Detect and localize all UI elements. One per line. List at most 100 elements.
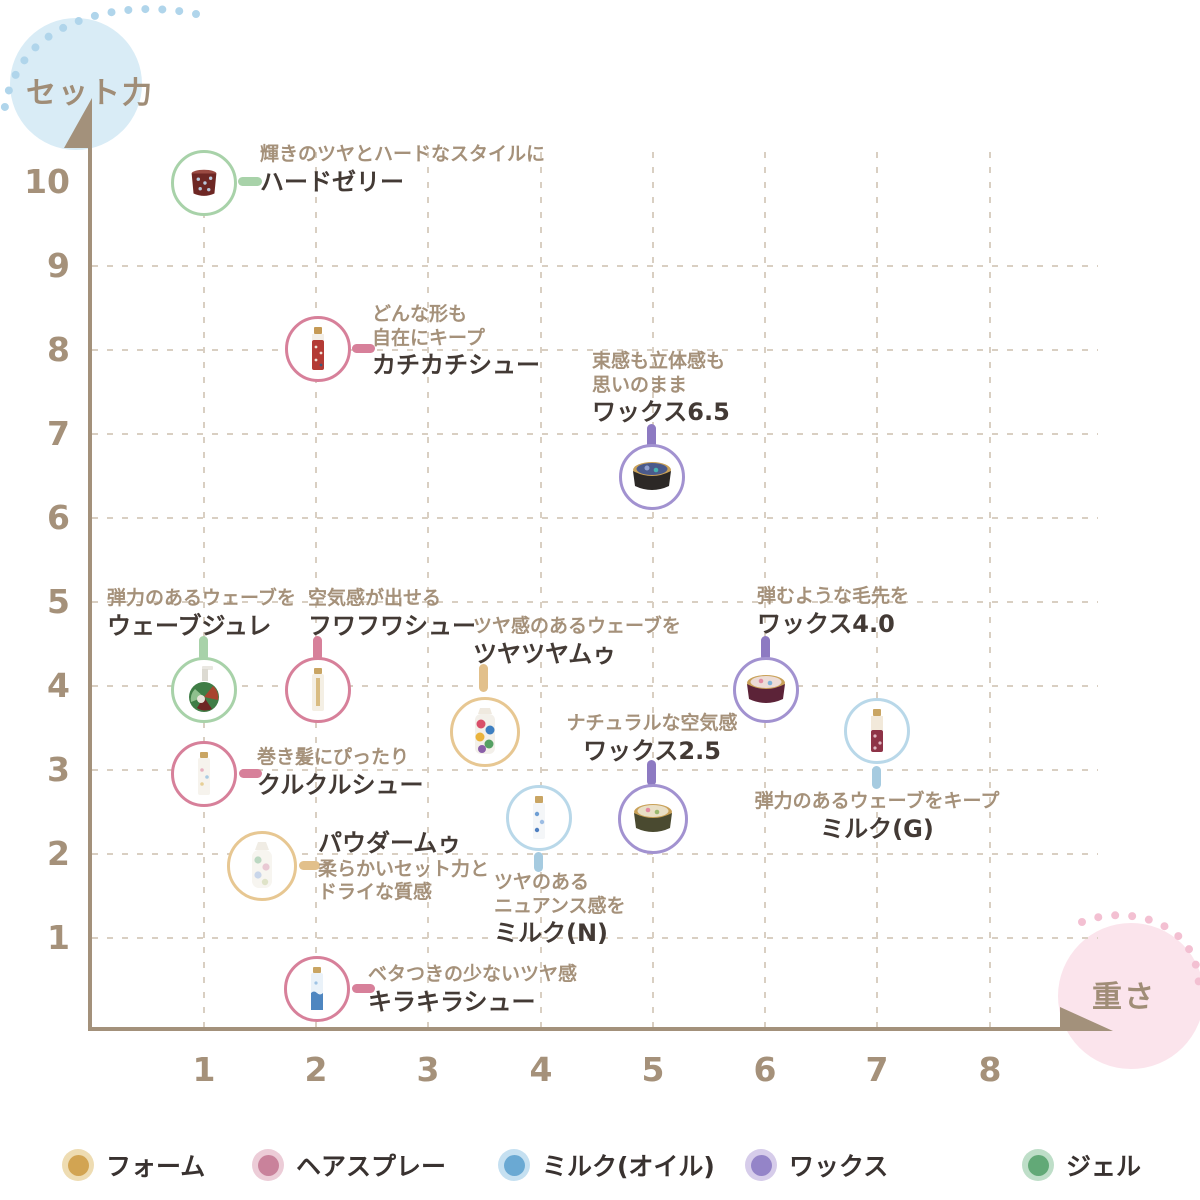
- connector-milk-n: [534, 852, 543, 872]
- product-point-wax25[interactable]: [618, 784, 688, 854]
- product-point-milk-n[interactable]: [506, 785, 572, 851]
- product-name: ツヤツヤムゥ: [473, 639, 617, 668]
- connector-wax65: [647, 424, 656, 449]
- product-image-powder-bottle-icon: [252, 842, 272, 888]
- pink-dotted-arc: [1078, 911, 1200, 990]
- legend-label: ジェル: [1066, 1152, 1142, 1181]
- y-tick-6: 6: [47, 498, 70, 537]
- label-kurukuru: 巻き髪にぴったり クルクルシュー: [257, 746, 424, 799]
- blue-dotted-arc: [0, 5, 200, 120]
- product-image-wax40-tin-icon: [747, 675, 785, 703]
- product-image-kachikachi-spray-icon: [312, 327, 324, 370]
- x-axis-decor-circle: [1058, 923, 1200, 1069]
- wax-dot-icon: [745, 1149, 777, 1181]
- product-name: ワックス6.5: [592, 398, 730, 427]
- product-desc: 空気感が出せる: [308, 587, 442, 609]
- y-tick-2: 2: [47, 834, 70, 873]
- legend-item-gel: ジェル: [1022, 1147, 1141, 1183]
- y-tick-5: 5: [47, 582, 70, 621]
- product-image-wax25-tin-icon: [634, 804, 672, 832]
- y-axis-title: セット力: [26, 76, 154, 111]
- connector-kachikachi: [352, 344, 375, 353]
- product-point-milk-g[interactable]: [844, 698, 910, 764]
- label-kachikachi: どんな形も 自在にキープ カチカチシュー: [372, 303, 540, 380]
- y-axis-arrow-icon: [64, 98, 92, 148]
- x-tick-4: 4: [529, 1050, 553, 1089]
- product-name: ミルク(N): [494, 919, 609, 948]
- product-name: ハードゼリー: [260, 167, 404, 196]
- connector-wave-jelly: [199, 636, 208, 661]
- x-tick-3: 3: [416, 1050, 440, 1089]
- connector-kurukuru: [239, 769, 262, 778]
- product-point-wax65[interactable]: [619, 444, 685, 510]
- product-desc: ベタつきの少ないツヤ感: [368, 963, 578, 985]
- connector-wax25: [647, 760, 656, 786]
- product-image-fuwafuwa-spray-icon: [312, 668, 324, 711]
- product-desc: 弾力のあるウェーブを: [107, 587, 296, 609]
- label-wax25: ナチュラルな空気感 ワックス2.5: [552, 712, 752, 765]
- product-point-fuwafuwa[interactable]: [285, 657, 351, 723]
- product-image-kirakira-spray-icon: [311, 967, 323, 1010]
- label-wave-jelly: 弾力のあるウェーブを ウェーブジュレ: [107, 587, 296, 640]
- product-point-wave-jelly[interactable]: [171, 657, 237, 723]
- product-desc: ツヤのある ニュアンス感を: [494, 871, 626, 917]
- product-image-hard-jelly-jar-icon: [191, 169, 217, 196]
- legend-item-foam: フォーム: [62, 1147, 205, 1183]
- legend-label: ヘアスプレー: [296, 1152, 447, 1181]
- legend-item-milk-oil: ミルク(オイル): [498, 1147, 715, 1183]
- product-desc: ツヤ感のあるウェーブを: [473, 615, 681, 637]
- product-point-kachikachi[interactable]: [285, 316, 351, 382]
- product-point-kurukuru[interactable]: [171, 741, 237, 807]
- product-desc: 巻き髪にぴったり: [257, 746, 410, 768]
- product-name: フワフワシュー: [308, 611, 476, 640]
- milk-oil-dot-icon: [498, 1149, 530, 1181]
- y-axis-line: [88, 130, 92, 1031]
- legend-label: ワックス: [789, 1152, 889, 1181]
- gel-dot-icon: [1022, 1149, 1054, 1181]
- product-point-tsuyatsuya[interactable]: [450, 697, 520, 767]
- label-tsuyatsuya: ツヤ感のあるウェーブを ツヤツヤムゥ: [473, 615, 681, 668]
- label-milk-g: 弾力のあるウェーブをキープ ミルク(G): [752, 790, 1002, 843]
- product-image-milk-n-bottle-icon: [533, 796, 545, 839]
- product-name: キラキラシュー: [368, 987, 536, 1016]
- product-desc: 柔らかいセット力と ドライな質感: [318, 857, 490, 904]
- product-image-wax65-tin-icon: [633, 462, 671, 490]
- y-tick-1: 1: [47, 918, 70, 957]
- connector-fuwafuwa: [313, 636, 322, 661]
- label-fuwafuwa: 空気感が出せる フワフワシュー: [308, 587, 476, 640]
- product-desc: 束感も立体感も 思いのまま: [592, 350, 726, 396]
- connector-powder: [299, 861, 320, 870]
- label-hard-jelly: 輝きのツヤとハードなスタイルに ハードゼリー: [260, 143, 545, 196]
- hairspray-dot-icon: [252, 1149, 284, 1181]
- product-name: クルクルシュー: [257, 770, 424, 799]
- product-name: ワックス2.5: [583, 736, 721, 765]
- connector-kirakira: [352, 984, 375, 993]
- product-point-hard-jelly[interactable]: [171, 150, 237, 216]
- y-tick-7: 7: [47, 414, 70, 453]
- x-tick-5: 5: [641, 1050, 665, 1089]
- product-name: ウェーブジュレ: [107, 611, 272, 640]
- y-tick-9: 9: [47, 246, 70, 285]
- x-tick-8: 8: [978, 1050, 1002, 1089]
- product-point-wax40[interactable]: [733, 657, 799, 723]
- label-wax40: 弾むような毛先を ワックス4.0: [757, 585, 909, 638]
- product-desc: 弾むような毛先を: [757, 585, 910, 607]
- x-tick-2: 2: [304, 1050, 328, 1089]
- product-image-kurukuru-spray-icon: [198, 752, 210, 795]
- product-desc: どんな形も 自在にキープ: [372, 303, 485, 349]
- product-point-kirakira[interactable]: [284, 956, 350, 1022]
- connector-wax40: [761, 636, 770, 661]
- y-tick-10: 10: [24, 162, 70, 201]
- legend-item-hairspray: ヘアスプレー: [252, 1147, 446, 1183]
- product-point-powder[interactable]: [227, 831, 297, 901]
- product-image-milk-g-bottle-icon: [871, 709, 883, 752]
- product-image-wave-jelly-pump-icon: [189, 666, 219, 712]
- connector-tsuyatsuya: [479, 664, 488, 692]
- y-tick-4: 4: [47, 666, 70, 705]
- product-desc: ナチュラルな空気感: [566, 712, 738, 734]
- product-desc: 輝きのツヤとハードなスタイルに: [260, 143, 546, 165]
- foam-dot-icon: [62, 1149, 94, 1181]
- product-desc: 弾力のあるウェーブをキープ: [754, 790, 1000, 812]
- y-tick-8: 8: [47, 330, 70, 369]
